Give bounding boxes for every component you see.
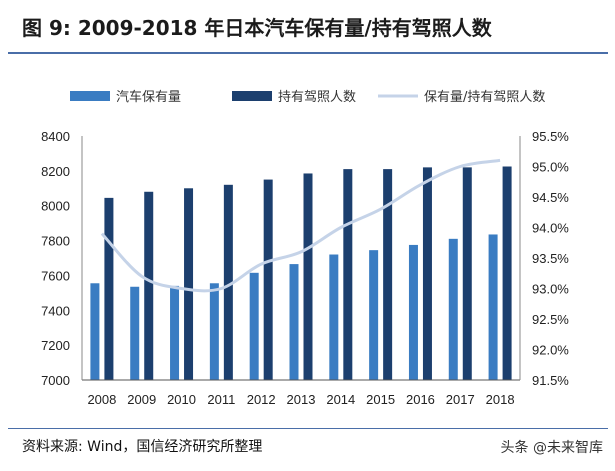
y-right-tick-label: 94.0%	[532, 221, 569, 236]
ratio-line	[100, 158, 501, 293]
bar-vehicles-2009	[130, 286, 140, 380]
y-right-tick-label: 93.0%	[532, 282, 569, 297]
y-left-tick-label: 8200	[41, 164, 70, 179]
x-tick-label-2012: 2012	[247, 392, 276, 407]
x-tick-label-2015: 2015	[366, 392, 395, 407]
x-tick-label-2017: 2017	[446, 392, 475, 407]
bar-vehicles-2011	[209, 283, 219, 380]
bar-license-2009	[144, 191, 154, 380]
y-left-tick-label: 8000	[41, 199, 70, 214]
figure-title: 图 9: 2009-2018 年日本汽车保有量/持有驾照人数	[22, 16, 492, 40]
bar-license-2010	[184, 188, 194, 380]
x-tick-label-2010: 2010	[167, 392, 196, 407]
x-tick-label-2014: 2014	[326, 392, 355, 407]
x-tick-label-2013: 2013	[287, 392, 316, 407]
bar-license-2011	[223, 184, 233, 380]
y-right-tick-label: 94.5%	[532, 190, 569, 205]
legend-label-3: 保有量/持有驾照人数	[424, 90, 545, 105]
y-left-tick-label: 7200	[41, 338, 70, 353]
y-left-tick-label: 7000	[41, 373, 70, 388]
y-right-tick-label: 93.5%	[532, 251, 569, 266]
bar-vehicles-2017	[448, 238, 458, 380]
y-left-tick-label: 8400	[41, 129, 70, 144]
bar-license-2008	[104, 197, 114, 380]
y-left-tick-label: 7800	[41, 234, 70, 249]
x-tick-label-2009: 2009	[127, 392, 156, 407]
bar-vehicles-2013	[289, 264, 299, 380]
watermark-text: 头条 @未来智库	[500, 440, 603, 456]
bar-vehicles-2018	[488, 234, 498, 380]
bar-vehicles-2010	[170, 285, 180, 380]
bar-vehicles-2015	[369, 250, 379, 380]
bar-vehicles-2008	[90, 283, 100, 380]
bar-vehicles-2014	[329, 254, 339, 380]
y-right-tick-label: 95.5%	[532, 129, 569, 144]
y-right-tick-label: 92.0%	[532, 343, 569, 358]
x-tick-label-2008: 2008	[87, 392, 116, 407]
chart: 汽车保有量 持有驾照人数 保有量/持有驾照人数 7000 7200 7400 7600 780…	[41, 89, 569, 407]
y-left-tick-label: 7400	[41, 303, 70, 318]
x-tick-label-2018: 2018	[486, 392, 515, 407]
bar-vehicles-2016	[408, 244, 418, 380]
bar-license-2012	[263, 179, 273, 380]
legend-swatch-1	[70, 91, 110, 101]
y-left-tick-label: 7600	[41, 268, 70, 283]
bar-license-2016	[422, 167, 432, 380]
title-bar: 图 9: 2009-2018 年日本汽车保有量/持有驾照人数	[0, 0, 615, 52]
footer-divider	[8, 428, 608, 429]
legend-label-2: 持有驾照人数	[278, 90, 356, 105]
y-right-tick-label: 92.5%	[532, 312, 569, 327]
x-tick-label-2011: 2011	[207, 392, 235, 407]
legend-swatch-2	[232, 91, 272, 101]
legend-label-1: 汽车保有量	[116, 89, 181, 105]
x-tick-label-2016: 2016	[406, 392, 435, 407]
y-right-tick-label: 95.0%	[532, 160, 569, 175]
source-note: 资料来源: Wind，国信经济研究所整理	[22, 439, 263, 455]
y-right-tick-label: 91.5%	[532, 373, 569, 388]
bar-license-2013	[303, 173, 313, 380]
bar-license-2017	[462, 167, 472, 380]
title-divider	[8, 52, 608, 54]
bar-vehicles-2012	[249, 272, 259, 380]
bar-license-2015	[383, 169, 393, 380]
bar-license-2018	[502, 166, 512, 380]
bar-license-2014	[343, 169, 353, 380]
